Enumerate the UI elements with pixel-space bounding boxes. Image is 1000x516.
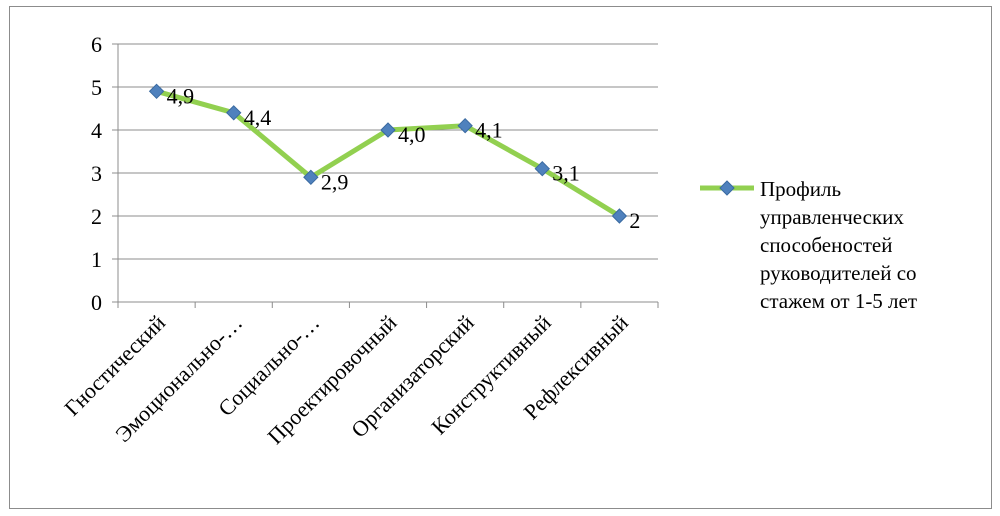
data-label: 4,0 bbox=[398, 122, 426, 147]
data-point bbox=[148, 83, 165, 100]
legend-label-line: Профиль bbox=[760, 177, 841, 201]
y-tick-labels: 0 1 2 3 4 5 6 bbox=[91, 32, 102, 315]
data-point bbox=[534, 160, 550, 177]
x-tick-label: Проектировочный bbox=[262, 310, 401, 449]
gridlines bbox=[118, 43, 658, 260]
legend-marker bbox=[719, 180, 735, 196]
data-label: 2,9 bbox=[321, 169, 349, 194]
legend-label-line: стажем от 1-5 лет bbox=[760, 289, 917, 313]
legend: Профиль управленческих способеностей руково… bbox=[700, 177, 917, 313]
axes bbox=[112, 43, 659, 308]
data-point bbox=[611, 208, 628, 224]
legend-label-line: управленческих bbox=[760, 205, 904, 229]
data-point bbox=[226, 105, 242, 121]
data-label: 3,1 bbox=[552, 161, 580, 186]
data-label: 4,1 bbox=[475, 118, 503, 143]
y-tick-label: 1 bbox=[91, 247, 102, 272]
chart-frame bbox=[9, 6, 992, 509]
x-tick-labels: ГностическийЭмоционально-…Социально-…Про… bbox=[59, 310, 633, 449]
legend-label-line: способеностей bbox=[760, 233, 892, 257]
data-label: 4,4 bbox=[244, 105, 272, 130]
y-tick-label: 2 bbox=[91, 204, 102, 229]
y-tick-label: 5 bbox=[91, 75, 102, 100]
legend-label-line: руководителей со bbox=[760, 261, 917, 285]
data-point bbox=[380, 122, 396, 138]
data-point bbox=[457, 117, 473, 134]
data-label: 4,9 bbox=[167, 83, 195, 108]
data-label: 2 bbox=[629, 208, 640, 233]
y-tick-label: 3 bbox=[91, 161, 102, 186]
y-tick-label: 4 bbox=[91, 118, 102, 143]
series-line bbox=[154, 88, 622, 219]
data-labels: 4,9 4,4 2,9 4,0 4,1 3,1 2 bbox=[167, 83, 641, 233]
data-point bbox=[303, 169, 319, 186]
series-group bbox=[148, 83, 628, 224]
y-tick-label: 6 bbox=[91, 32, 102, 57]
y-tick-label: 0 bbox=[91, 290, 102, 315]
